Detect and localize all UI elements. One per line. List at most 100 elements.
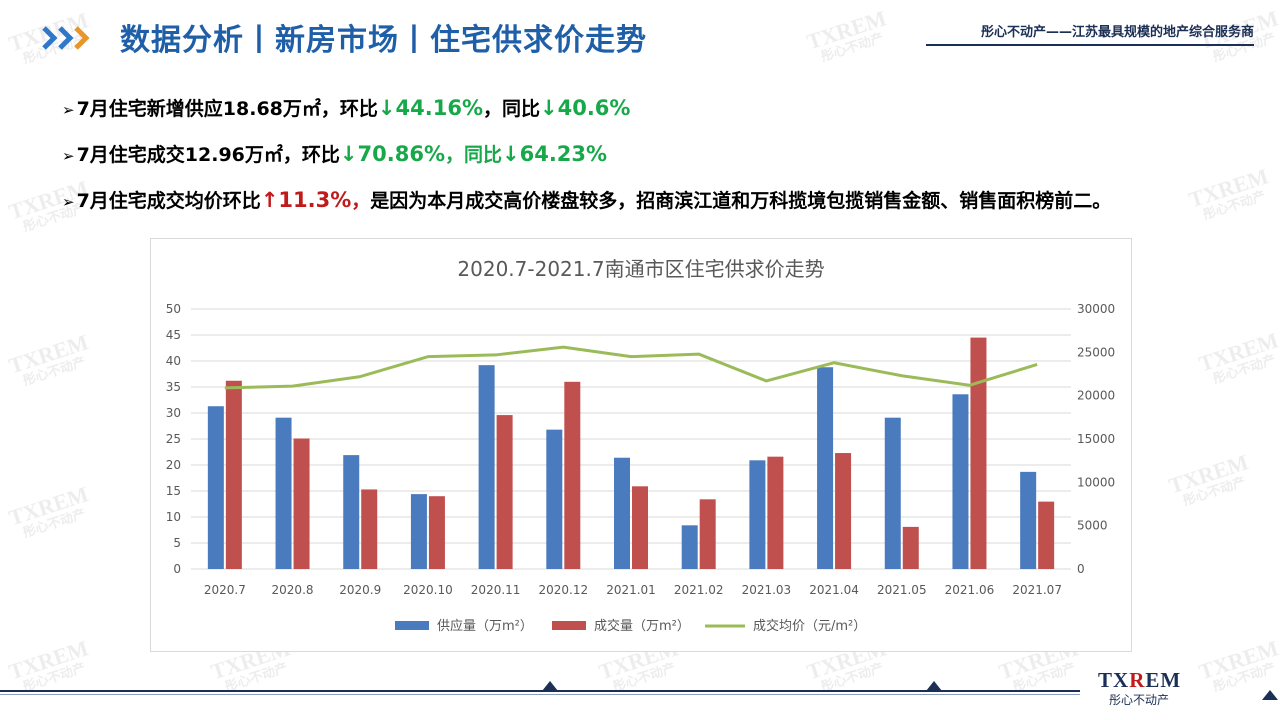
footer-marker-icon <box>926 681 942 691</box>
price-line <box>224 345 1038 390</box>
supply-bar <box>614 457 630 569</box>
x-tick-label: 2021.01 <box>606 583 656 597</box>
supply-bar <box>343 455 360 569</box>
bullet-supply: ➢ 7月住宅新增供应18.68万㎡，环比↓44.16%，同比↓40.6% <box>62 94 630 121</box>
x-tick-label: 2021.05 <box>877 583 927 597</box>
deal-bar <box>1038 501 1055 569</box>
legend-swatch <box>552 621 586 630</box>
yoy-value: 40.6% <box>557 96 631 120</box>
bullet-text: 7月住宅新增供应18.68万㎡，环比 <box>76 98 378 120</box>
x-tick-label: 2020.7 <box>204 583 246 597</box>
footer-rule <box>0 690 1080 692</box>
y-tick-label-right: 5000 <box>1077 519 1108 533</box>
x-tick-label: 2020.9 <box>339 583 381 597</box>
deal-bar <box>902 526 919 569</box>
bullet-tail: 是因为本月成交高价楼盘较多，招商滨江道和万科揽境包揽销售金额、销售面积榜前二。 <box>370 190 1112 212</box>
deal-bar <box>632 486 648 569</box>
y-tick-label-right: 30000 <box>1077 302 1115 316</box>
deal-bar <box>564 381 581 569</box>
footer-marker-icon <box>542 681 558 691</box>
supply-bar <box>884 417 901 569</box>
y-tick-label-left: 10 <box>166 510 181 524</box>
footer-marker-icon <box>1262 690 1278 700</box>
supply-bar <box>207 406 224 569</box>
chart-container: 2020.7-2021.7南通市区住宅供求价走势 0 5 10 15 20 25 30 35 40… <box>150 238 1132 652</box>
down-arrow-icon: ↓ <box>502 142 520 166</box>
header: 数据分析丨新房市场丨住宅供求价走势 彤心不动产——江苏最具规模的地产综合服务商 <box>0 0 1280 80</box>
x-tick-label: 2020.8 <box>272 583 314 597</box>
supply-bar <box>410 494 427 569</box>
x-tick-label: 2021.02 <box>674 583 724 597</box>
y-tick-label-left: 0 <box>173 562 181 576</box>
bullet-text: ，同比 <box>482 98 540 120</box>
yoy-value: 64.23% <box>519 142 608 166</box>
y-tick-label-left: 40 <box>166 354 181 368</box>
y-tick-label-left: 20 <box>166 458 181 472</box>
company-logo: TXREM 彤心不动产 <box>1098 668 1180 708</box>
bullet-price: ➢ 7月住宅成交均价环比↑11.3%，是因为本月成交高价楼盘较多，招商滨江道和万科… <box>62 186 1111 213</box>
bullet-sep: ， <box>351 190 371 212</box>
deal-bar <box>970 337 987 569</box>
deal-bar <box>699 499 716 569</box>
supply-bar <box>1020 471 1037 569</box>
deal-bar <box>293 438 310 569</box>
deal-bar <box>496 415 513 569</box>
x-tick-label: 2020.12 <box>538 583 588 597</box>
y-tick-label-left: 45 <box>166 328 181 342</box>
legend-swatch <box>395 621 429 630</box>
supply-bar <box>749 460 766 569</box>
supply-bar <box>681 525 698 569</box>
x-tick-label: 2020.10 <box>403 583 453 597</box>
page-title: 数据分析丨新房市场丨住宅供求价走势 <box>120 23 647 58</box>
x-tick-label: 2021.06 <box>945 583 995 597</box>
x-tick-label: 2021.04 <box>809 583 859 597</box>
y-tick-label-right: 15000 <box>1077 432 1115 446</box>
deal-bar <box>767 456 784 569</box>
deal-bar <box>428 496 445 569</box>
y-tick-label-right: 25000 <box>1077 345 1115 359</box>
down-arrow-icon: ↓ <box>339 142 358 166</box>
bullet-text: 7月住宅成交12.96万㎡，环比 <box>76 144 340 166</box>
deal-bar <box>225 380 242 569</box>
y-tick-label-left: 25 <box>166 432 181 446</box>
logo-wordmark: TXREM <box>1098 668 1182 692</box>
legend-label: 成交均价（元/m²） <box>753 618 866 634</box>
y-tick-label-right: 10000 <box>1077 475 1115 489</box>
chart-title: 2020.7-2021.7南通市区住宅供求价走势 <box>457 257 824 281</box>
x-tick-label: 2020.11 <box>471 583 521 597</box>
supply-bar <box>275 417 292 569</box>
y-tick-label-right: 0 <box>1077 562 1085 576</box>
x-tick-label: 2021.03 <box>742 583 792 597</box>
supply-bar <box>546 429 563 569</box>
y-tick-label-left: 35 <box>166 380 181 394</box>
supply-bar <box>817 367 834 569</box>
legend-label: 供应量（万m²） <box>437 618 533 634</box>
bullet-deal: ➢ 7月住宅成交12.96万㎡，环比↓70.86%，同比↓64.23% <box>62 140 607 167</box>
down-arrow-icon: ↓ <box>377 96 396 120</box>
bullet-text: 7月住宅成交均价环比 <box>76 190 261 212</box>
bullet-text: ，同比 <box>444 144 502 166</box>
y-tick-label-left: 30 <box>166 406 181 420</box>
supply-bar <box>952 394 969 569</box>
supply-bar <box>478 365 495 569</box>
x-tick-label: 2021.07 <box>1012 583 1062 597</box>
y-tick-label-left: 50 <box>166 302 181 316</box>
mom-value: 11.3% <box>278 188 352 212</box>
up-arrow-icon: ↑ <box>260 188 279 212</box>
tagline: 彤心不动产——江苏最具规模的地产综合服务商 <box>980 25 1254 40</box>
mom-value: 70.86% <box>357 142 445 166</box>
tagline-rule <box>926 44 1254 46</box>
bullet-arrow-icon: ➢ <box>62 101 75 119</box>
deal-bar <box>835 453 852 569</box>
y-tick-label-left: 5 <box>173 536 181 550</box>
legend-label: 成交量（万m²） <box>594 618 690 634</box>
bullet-arrow-icon: ➢ <box>62 147 75 165</box>
chevrons-icon <box>42 26 90 50</box>
